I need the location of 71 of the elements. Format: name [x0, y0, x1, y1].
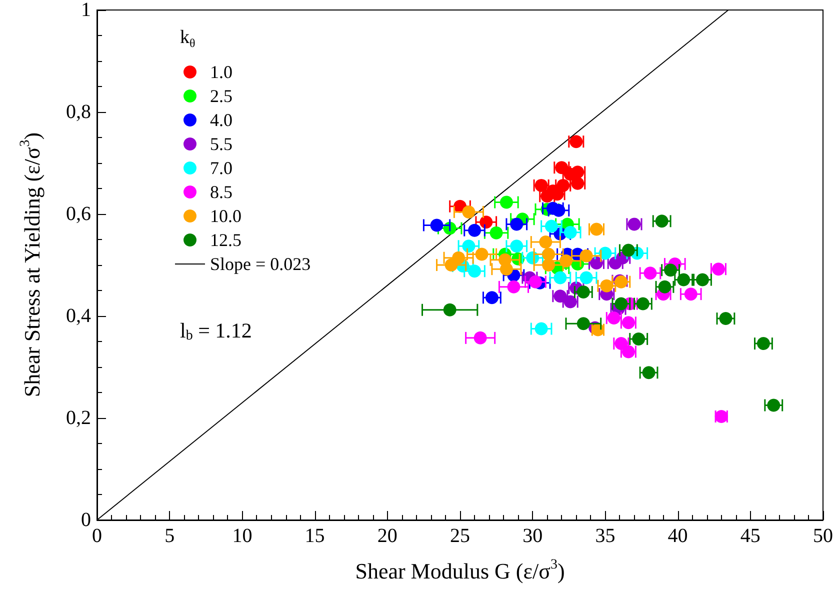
point	[500, 262, 513, 276]
legend-label: 10.0	[210, 206, 242, 226]
point	[632, 332, 646, 346]
point	[719, 312, 732, 326]
x-tick-label: 5	[164, 525, 175, 547]
x-tick-label: 50	[813, 525, 833, 547]
point	[554, 271, 567, 284]
point	[576, 286, 590, 299]
y-tick-label: 0,8	[66, 101, 91, 123]
legend-label: 5.5	[210, 134, 232, 154]
x-tick-label: 45	[740, 525, 760, 547]
point	[580, 271, 593, 284]
point	[475, 248, 488, 261]
point	[539, 236, 552, 249]
x-tick-label: 10	[232, 525, 252, 547]
point	[600, 279, 614, 292]
legend-label: 4.0	[210, 110, 232, 130]
point	[529, 275, 542, 288]
point	[684, 288, 698, 301]
point	[767, 398, 780, 412]
x-tick-label: 40	[668, 525, 688, 547]
point	[480, 216, 493, 229]
point	[443, 303, 456, 316]
point	[462, 205, 476, 218]
legend-label: 12.5	[210, 230, 242, 250]
y-axis-title: Shear Stress at Yielding (ε/σ3)	[18, 132, 44, 398]
x-tick-label: 20	[377, 525, 398, 547]
point	[490, 226, 503, 240]
x-tick-label: 30	[522, 525, 543, 547]
point	[474, 331, 487, 344]
point	[534, 322, 548, 336]
legend-label: 8.5	[210, 182, 232, 202]
point	[622, 244, 635, 257]
point	[552, 204, 566, 217]
point	[644, 266, 657, 280]
point	[576, 317, 590, 330]
point	[636, 297, 650, 310]
legend-label: 2.5	[210, 86, 232, 106]
point	[430, 218, 444, 232]
point	[756, 337, 770, 350]
point	[542, 248, 556, 261]
point	[544, 220, 558, 233]
point	[510, 240, 524, 253]
point	[462, 240, 476, 253]
point	[696, 273, 709, 286]
y-tick-label: 0,6	[66, 203, 91, 225]
point	[510, 218, 524, 231]
x-tick-label: 35	[595, 525, 616, 547]
legend-label: 1.0	[210, 62, 232, 82]
point	[642, 366, 656, 380]
point	[507, 280, 520, 294]
point	[655, 214, 668, 228]
point	[485, 291, 498, 304]
point	[444, 258, 458, 272]
point	[542, 258, 556, 272]
point	[580, 249, 593, 262]
point	[468, 224, 482, 237]
x-tick-label: 25	[450, 525, 470, 547]
y-tick-label: 0,4	[66, 305, 91, 327]
point	[564, 226, 577, 239]
point	[560, 254, 572, 268]
y-tick-label: 0,2	[66, 407, 91, 429]
x-tick-label: 15	[304, 525, 325, 547]
y-tick-label: 0	[81, 509, 91, 531]
legend-label: Slope = 0.023	[210, 254, 311, 274]
point	[500, 196, 513, 209]
legend-label: 7.0	[210, 158, 232, 178]
point	[677, 273, 690, 286]
y-tick-label: 1	[81, 0, 91, 21]
point	[664, 264, 678, 277]
point	[468, 264, 482, 278]
